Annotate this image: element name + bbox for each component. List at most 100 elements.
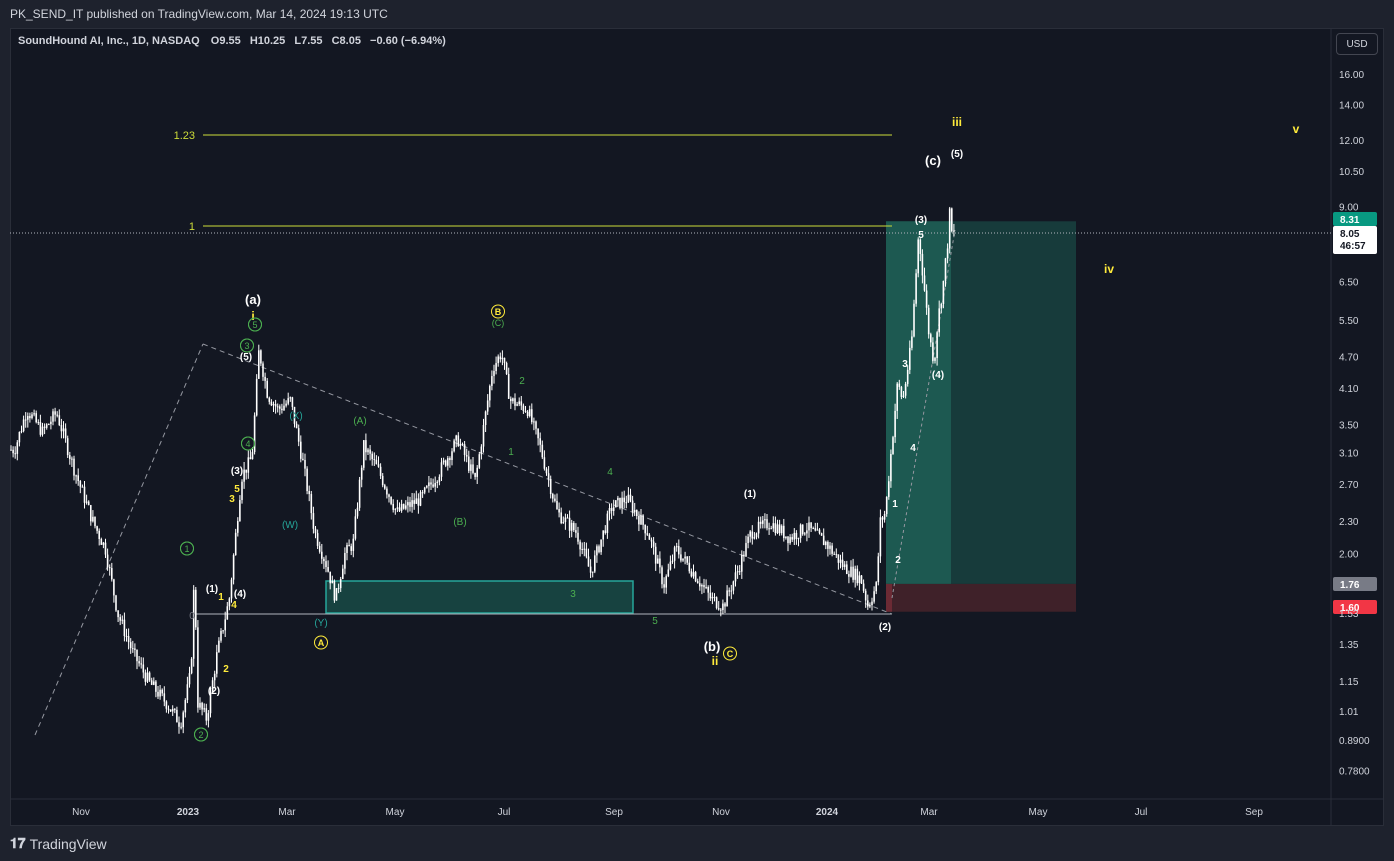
candle-body — [16, 442, 19, 454]
candle — [942, 280, 945, 309]
candle-body — [203, 708, 205, 710]
footer-brand[interactable]: 𝟏𝟕 TradingView — [10, 835, 107, 852]
candle — [22, 415, 25, 433]
wave-label: A — [318, 638, 325, 648]
candle — [335, 588, 338, 601]
candle-body — [56, 414, 58, 416]
candle-body — [148, 672, 151, 681]
candle — [96, 525, 98, 534]
wave-label: 2 — [223, 664, 229, 675]
candle-body — [797, 538, 800, 540]
candle — [631, 495, 634, 517]
candle — [715, 596, 718, 610]
symbol-name: SoundHound AI, Inc., 1D, NASDAQ — [18, 35, 200, 47]
candle — [879, 509, 882, 563]
candle — [896, 381, 898, 419]
candle — [860, 574, 863, 585]
candle-body — [850, 566, 852, 577]
candle-body — [591, 571, 594, 573]
candle-body — [239, 500, 241, 522]
candle — [678, 539, 680, 559]
candle — [398, 502, 401, 513]
candle-body — [600, 539, 602, 553]
candle-body — [904, 383, 907, 396]
candle-body — [127, 636, 130, 643]
candle-body — [783, 525, 785, 539]
candle — [381, 473, 384, 488]
candle — [457, 432, 460, 447]
wave-label: (1) — [206, 584, 218, 595]
candle — [953, 223, 955, 237]
candle — [528, 405, 531, 418]
candle-body — [264, 376, 266, 381]
candle — [127, 628, 130, 650]
candle — [426, 485, 428, 489]
candle — [132, 640, 134, 653]
candle-body — [167, 708, 170, 710]
candle — [705, 579, 707, 590]
candle-body — [367, 449, 369, 453]
candle — [795, 530, 798, 545]
currency-button[interactable]: USD — [1336, 33, 1378, 55]
candle — [251, 447, 254, 460]
candle — [587, 548, 590, 567]
candle — [365, 433, 367, 461]
candle — [108, 564, 111, 576]
candle — [451, 448, 453, 466]
candle-body — [671, 560, 674, 562]
wave-label: 4 — [245, 439, 250, 449]
candle-body — [537, 428, 539, 439]
candle — [287, 392, 289, 406]
candle-body — [192, 589, 195, 659]
candle-body — [27, 416, 29, 420]
candle-body — [883, 513, 886, 520]
wave-label-circle — [180, 541, 194, 556]
candle — [199, 697, 201, 710]
candle-body — [862, 583, 865, 591]
candle — [369, 445, 371, 461]
candle — [60, 418, 63, 439]
candle — [526, 410, 529, 419]
candle — [302, 452, 304, 461]
candle-body — [381, 475, 384, 486]
candle-body — [921, 253, 924, 276]
candle-body — [547, 473, 550, 479]
candle-body — [104, 542, 107, 555]
candle — [474, 472, 476, 480]
candle-body — [379, 466, 382, 476]
target-price-badge-text: 8.31 — [1340, 215, 1360, 226]
candle — [218, 637, 220, 653]
wave-label: 5 — [234, 484, 240, 495]
candle-body — [736, 571, 739, 573]
candle-body — [507, 373, 510, 399]
wave-label: (3) — [915, 215, 927, 226]
candle-body — [373, 459, 376, 461]
y-tick-label: 3.10 — [1339, 448, 1359, 459]
candle — [610, 503, 613, 520]
candle-body — [516, 404, 518, 406]
candle — [673, 545, 676, 569]
candle — [812, 526, 814, 530]
candle-body — [589, 566, 592, 573]
candle — [16, 440, 19, 461]
candle-body — [476, 467, 478, 477]
candle-body — [279, 406, 281, 409]
candle — [541, 440, 544, 460]
candle-body — [176, 709, 178, 723]
candle — [310, 490, 313, 520]
candle-body — [705, 587, 707, 589]
candle-body — [722, 603, 724, 611]
candle-body — [293, 406, 296, 424]
candle-body — [860, 575, 863, 584]
candle-body — [871, 601, 873, 606]
candle-body — [363, 440, 365, 468]
candle — [505, 361, 508, 375]
candle — [171, 705, 174, 716]
candle-body — [39, 422, 42, 435]
candle — [801, 524, 804, 536]
candle — [583, 541, 586, 557]
candle-body — [549, 478, 552, 495]
chart-pane[interactable] — [10, 28, 1384, 826]
candle — [646, 525, 649, 536]
